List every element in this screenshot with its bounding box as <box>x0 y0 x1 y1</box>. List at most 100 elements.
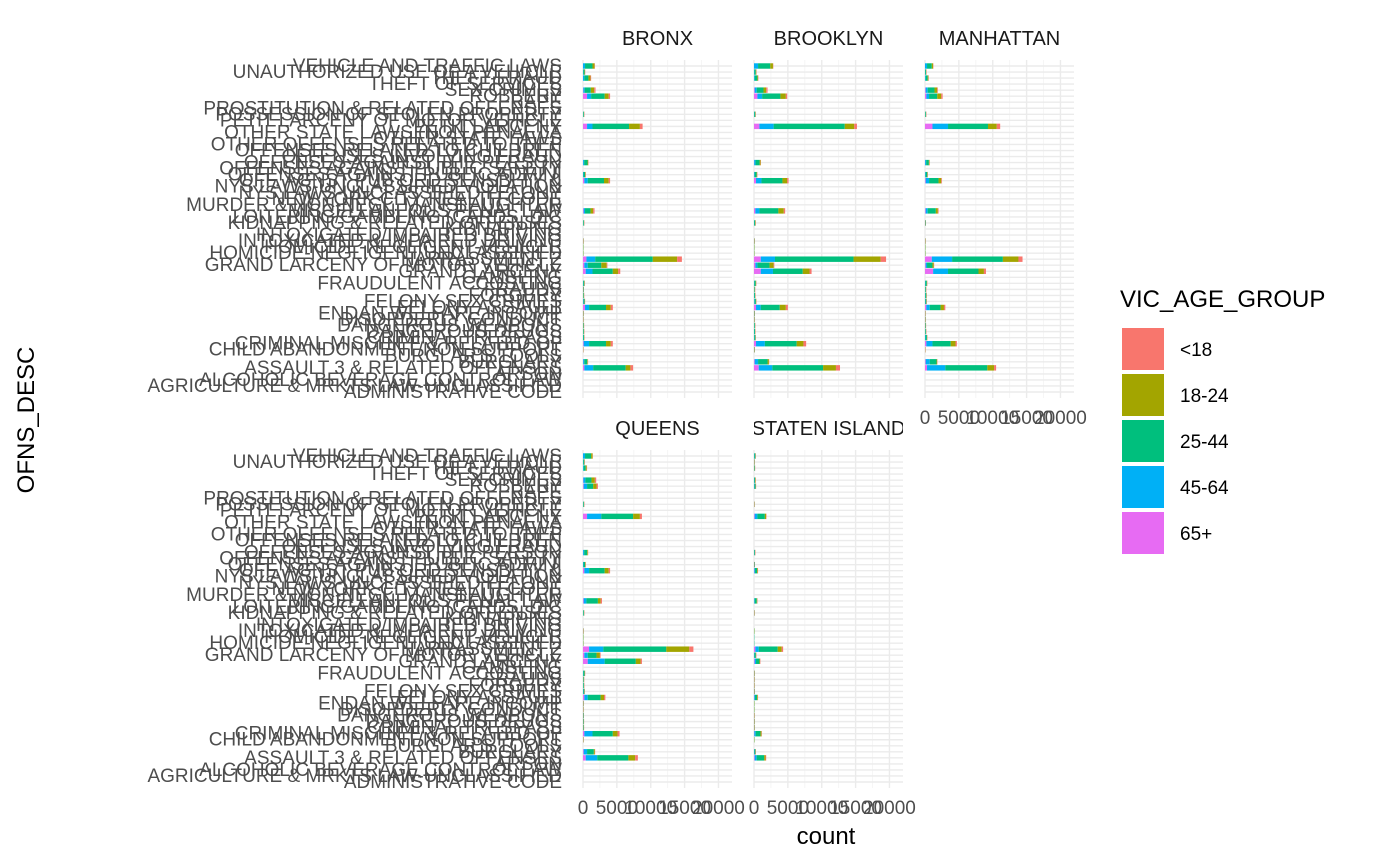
bar-manhattan-petit-larceny-18 <box>996 123 1001 130</box>
bar-brooklyn-criminal-mischief-related-of-65 <box>754 340 757 347</box>
category-label: ASSAULT 3 & RELATED OFFENSES <box>244 748 562 769</box>
bar-manhattan-felony-assault-45-64 <box>926 304 930 311</box>
bar-manhattan-vehicle-and-traffic-laws-45-64 <box>925 63 928 69</box>
bar-bronx-sex-crimes-45-64 <box>583 87 585 93</box>
bar-queens-grand-larceny-18-24 <box>635 658 641 664</box>
bar-manhattan-criminal-trespass-25-44 <box>925 334 927 341</box>
bar-manhattan-burglary-25-44 <box>929 359 937 365</box>
bar-bronx-robbery-18-24 <box>604 93 609 99</box>
bar-staten-island-harrassment-2-65 <box>754 646 756 652</box>
category-label: DANGEROUS DRUGS <box>366 712 562 733</box>
bar-queens-felony-assault-65 <box>583 694 585 701</box>
panel-staten-island: STATEN ISLAND <box>752 418 906 788</box>
category-label: INTOXICATED/IMPAIRED DRIVING <box>256 225 562 246</box>
bar-manhattan-criminal-mischief-related-of-25-44 <box>932 340 951 347</box>
bar-queens-fraudulent-accosting-25-44 <box>583 670 585 677</box>
bar-queens-burglary-25-44 <box>587 749 594 755</box>
bar-bronx-criminal-mischief-related-of-65 <box>583 340 584 347</box>
bar-queens-sex-crimes-18-24 <box>591 477 595 483</box>
bar-queens-off-agnst-pub-ord-sensblty-18 <box>608 567 611 574</box>
bar-brooklyn-miscellaneous-penal-law-18 <box>783 208 786 214</box>
category-label: ROBBERY <box>469 476 562 497</box>
bar-queens-off-agnst-pub-ord-sensblty-18-24 <box>604 567 609 574</box>
category-label: OFFENSES INVOLVING FRAUD <box>282 147 562 168</box>
strip-label: MANHATTAN <box>939 28 1060 50</box>
bar-brooklyn-criminal-mischief-related-of-45-64 <box>756 340 765 347</box>
category-label: DANGEROUS WEAPONS <box>337 316 562 337</box>
bar-manhattan-grand-larceny-18 <box>983 268 986 274</box>
x-tick-label: 5000 <box>596 798 638 819</box>
bar-staten-island-petit-larceny-25-44 <box>757 513 765 520</box>
bar-manhattan-miscellaneous-penal-law-25-44 <box>927 208 936 214</box>
bar-brooklyn-kidnapping-related-offenses-25-44 <box>754 220 756 226</box>
bar-staten-island-assault-3-related-offenses-45-64 <box>754 755 757 761</box>
bar-manhattan-felony-assault-18 <box>943 304 946 311</box>
bar-staten-island-criminal-mischief-related-of-18-24 <box>760 730 762 737</box>
category-label: NYS LAWS-UNCLASSIFIED FELONY <box>239 183 563 204</box>
bar-brooklyn-assault-3-related-offenses-25-44 <box>772 365 824 371</box>
bar-staten-island-sex-crimes-25-44 <box>754 477 756 483</box>
bar-manhattan-harrassment-2-18 <box>1018 256 1023 262</box>
bar-bronx-harrassment-2-25-44 <box>595 256 653 262</box>
bar-brooklyn-dangerous-drugs-25-44 <box>754 328 756 335</box>
category-label: LOITERING/GAMBLING (CARDS, DIC <box>233 597 562 618</box>
bar-brooklyn-offenses-against-public-admini-18-24 <box>756 171 758 178</box>
bar-manhattan-felony-sex-crimes-25-44 <box>925 298 927 305</box>
category-label: DISORDERLY CONDUCT <box>340 700 562 721</box>
bar-manhattan-off-agnst-pub-ord-sensblty-18 <box>941 177 942 184</box>
category-label: OTHER STATE LAWS (NON PENAL LA <box>224 122 562 143</box>
legend-key-18-24 <box>1122 374 1164 416</box>
bar-brooklyn-vehicle-and-traffic-laws-18-24 <box>770 63 773 69</box>
bar-manhattan-felony-assault-18-24 <box>940 304 944 311</box>
bar-bronx-dangerous-weapons-25-44 <box>583 322 584 329</box>
category-label: KIDNAPPING <box>445 609 562 630</box>
x-tick-label: 10000 <box>795 798 848 819</box>
bar-manhattan-petit-larceny-45-64 <box>932 123 949 130</box>
category-label: LOITERING/GAMBLING (CARDS, DIC <box>233 207 562 228</box>
bar-manhattan-harrassment-2-25-44 <box>952 256 1003 262</box>
category-label: KIDNAPPING & RELATED OFFENSES <box>228 603 562 624</box>
bar-brooklyn-unauthorized-use-of-a-vehicle-18-24 <box>755 69 757 75</box>
bar-bronx-off-agnst-pub-ord-sensblty-18-24 <box>603 177 609 184</box>
bar-manhattan-assault-3-related-offenses-18 <box>994 365 997 371</box>
bar-bronx-miscellaneous-penal-law-65 <box>583 208 584 214</box>
category-label: CHILD ABANDONMENT/NON SUPPORT <box>209 340 563 361</box>
bar-manhattan-robbery-45-64 <box>926 93 930 99</box>
category-label: RAPE <box>510 482 562 503</box>
bar-queens-petit-larceny-18 <box>639 513 642 520</box>
bar-bronx-possession-of-stolen-property-25-44 <box>583 111 584 118</box>
bar-queens-robbery-25-44 <box>587 483 594 489</box>
bar-manhattan-off-agnst-pub-ord-sensblty-18-24 <box>938 177 942 184</box>
bar-bronx-sex-crimes-18 <box>594 87 596 93</box>
category-label: ARSON <box>494 754 562 775</box>
category-label: FORGERY <box>468 675 562 696</box>
bar-brooklyn-frauds-25-44 <box>754 286 755 293</box>
bar-bronx-assault-3-related-offenses-18 <box>630 365 634 371</box>
bar-queens-sex-crimes-18 <box>594 477 597 483</box>
bar-manhattan-grand-larceny-45-64 <box>933 268 949 274</box>
bar-queens-criminal-mischief-related-of-18 <box>617 730 620 737</box>
bar-queens-offenses-against-the-person-45-64 <box>583 549 585 556</box>
bar-bronx-robbery-65 <box>583 93 588 99</box>
category-label: FELONY SEX CRIMES <box>364 291 562 312</box>
bar-brooklyn-unauthorized-use-of-a-vehicle-25-44 <box>754 69 756 75</box>
bar-queens-harrassment-2-65 <box>583 646 590 652</box>
bar-manhattan-offenses-against-public-admini-25-44 <box>925 171 928 178</box>
bar-brooklyn-felony-assault-18 <box>785 304 788 311</box>
bar-bronx-petit-larceny-65 <box>583 123 588 130</box>
bar-manhattan-criminal-mischief-related-of-18 <box>955 340 957 347</box>
category-label: FRAUDS <box>484 279 562 300</box>
bar-manhattan-grand-larceny-of-motor-vehicle-25-44 <box>927 262 933 268</box>
category-label: HARRASSMENT 2 <box>401 249 562 270</box>
category-label: MURDER & NON-NEGL. MANSLAUGHTER <box>186 585 562 606</box>
bar-manhattan-offenses-against-public-admini-45-64 <box>925 171 926 178</box>
bar-bronx-miscellaneous-penal-law-25-44 <box>585 208 591 214</box>
bar-brooklyn-robbery-18-24 <box>780 93 786 99</box>
bar-manhattan-felony-assault-25-44 <box>929 304 941 311</box>
bar-manhattan-grand-larceny-18-24 <box>978 268 984 274</box>
category-label: FRAUDULENT ACCOSTING <box>317 273 562 294</box>
category-label: OFFENSES AGAINST PUBLIC ADMINI <box>228 555 562 576</box>
category-label: UNAUTHORIZED USE OF A VEHICLE <box>233 452 562 473</box>
bar-queens-assault-3-related-offenses-45-64 <box>585 755 598 761</box>
strip-label: STATEN ISLAND <box>752 418 906 440</box>
